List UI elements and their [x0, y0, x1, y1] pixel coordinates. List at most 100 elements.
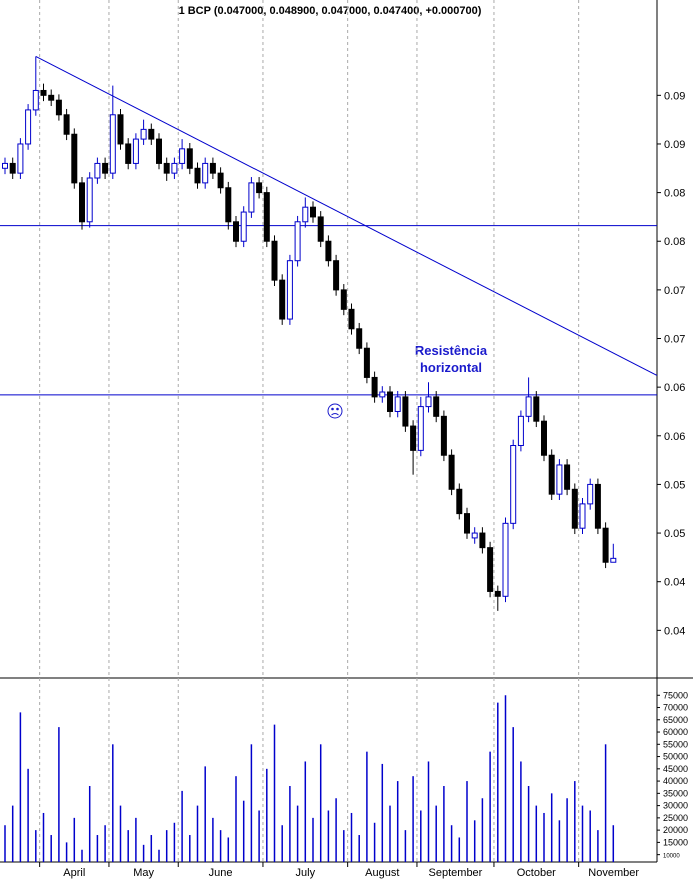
candle-body: [410, 425, 417, 451]
y2-tick-label: 70000: [663, 703, 688, 713]
candle-body: [2, 162, 8, 169]
candle-body: [502, 522, 509, 597]
candle-body: [209, 162, 216, 174]
candle-body: [71, 133, 78, 184]
x-tick-label: May: [133, 867, 154, 879]
x-tick-label: April: [63, 867, 85, 879]
chart-title: 1 BCP (0.047000, 0.048900, 0.047000, 0.0…: [179, 5, 482, 17]
y-tick-label: 0.08: [664, 188, 685, 200]
candle-body: [387, 391, 393, 412]
candle-body: [9, 162, 16, 174]
candle-body: [55, 99, 62, 116]
annotation: horizontal: [420, 360, 482, 375]
y-tick-label: 0.05: [664, 528, 685, 540]
candle-body: [325, 240, 332, 262]
y2-tick-label: 10000: [663, 854, 680, 860]
candle-body: [117, 114, 124, 145]
candle-body: [79, 182, 85, 223]
candle-body: [333, 260, 340, 291]
candle-body: [541, 420, 547, 456]
x-tick-label: June: [209, 867, 233, 879]
x-tick-label: November: [588, 867, 639, 879]
trend-line: [35, 55, 658, 376]
candle-body: [86, 177, 93, 223]
candle-body: [440, 415, 447, 456]
candle-body: [279, 279, 286, 320]
candle-body: [448, 454, 455, 490]
candle-body: [471, 532, 478, 539]
y2-tick-label: 25000: [663, 813, 688, 823]
candle-body: [533, 396, 540, 422]
candle-body: [556, 464, 563, 495]
y2-tick-label: 50000: [663, 752, 688, 762]
candle-body: [564, 464, 571, 490]
candle-body: [63, 114, 70, 135]
candle-body: [179, 148, 186, 164]
candle-body: [394, 396, 401, 412]
candle-body: [525, 396, 532, 417]
x-tick-label: July: [296, 867, 316, 879]
candle-body: [233, 221, 239, 242]
candle-body: [425, 396, 432, 408]
candle-body: [571, 488, 578, 529]
candle-body: [464, 513, 470, 534]
y2-tick-label: 35000: [663, 788, 688, 798]
candle-body: [163, 162, 170, 174]
candle-body: [256, 182, 263, 194]
candle-body: [479, 532, 486, 549]
y2-tick-label: 30000: [663, 801, 688, 811]
candle-body: [610, 557, 617, 563]
y-tick-label: 0.07: [664, 285, 685, 297]
candle-body: [456, 488, 463, 515]
candle-body: [225, 187, 232, 223]
candle-body: [271, 240, 278, 281]
candle-body: [202, 162, 209, 184]
y2-tick-label: 45000: [663, 764, 688, 774]
y-tick-label: 0.08: [664, 236, 685, 248]
candle-body: [94, 162, 101, 179]
y-tick-label: 0.09: [664, 90, 685, 102]
candle-body: [217, 172, 224, 189]
candle-body: [40, 89, 47, 96]
candle-body: [25, 109, 32, 145]
candle-body: [487, 547, 494, 592]
y2-tick-label: 55000: [663, 739, 688, 749]
y2-tick-label: 40000: [663, 776, 688, 786]
candle-body: [417, 406, 424, 451]
candle-body: [363, 347, 370, 378]
y-tick-label: 0.07: [664, 334, 685, 346]
candle-body: [132, 138, 139, 164]
candle-body: [294, 221, 301, 262]
candle-body: [579, 503, 586, 529]
candle-body: [194, 167, 201, 184]
candle-body: [317, 216, 324, 242]
y2-tick-label: 15000: [663, 837, 688, 847]
y-tick-label: 0.06: [664, 382, 685, 394]
candle-body: [302, 206, 309, 223]
candle-body: [356, 328, 363, 349]
candle-body: [48, 94, 55, 101]
y2-tick-label: 20000: [663, 825, 688, 835]
candle-body: [263, 192, 270, 242]
y2-tick-label: 60000: [663, 727, 688, 737]
y-tick-label: 0.05: [664, 479, 685, 491]
candle-body: [517, 415, 524, 447]
candle-body: [248, 182, 255, 213]
candle-body: [340, 289, 347, 310]
candle-body: [548, 454, 555, 495]
candle-body: [32, 89, 39, 111]
candle-body: [510, 445, 517, 524]
candle-body: [125, 143, 132, 164]
x-tick-label: August: [365, 867, 399, 879]
candle-body: [156, 138, 162, 164]
candle-body: [494, 590, 501, 597]
candle-body: [379, 391, 386, 398]
candle-body: [240, 211, 247, 242]
candle-body: [602, 527, 609, 563]
y2-tick-label: 65000: [663, 715, 688, 725]
candle-body: [402, 396, 409, 427]
candle-body: [140, 128, 147, 140]
candle-body: [148, 128, 155, 140]
